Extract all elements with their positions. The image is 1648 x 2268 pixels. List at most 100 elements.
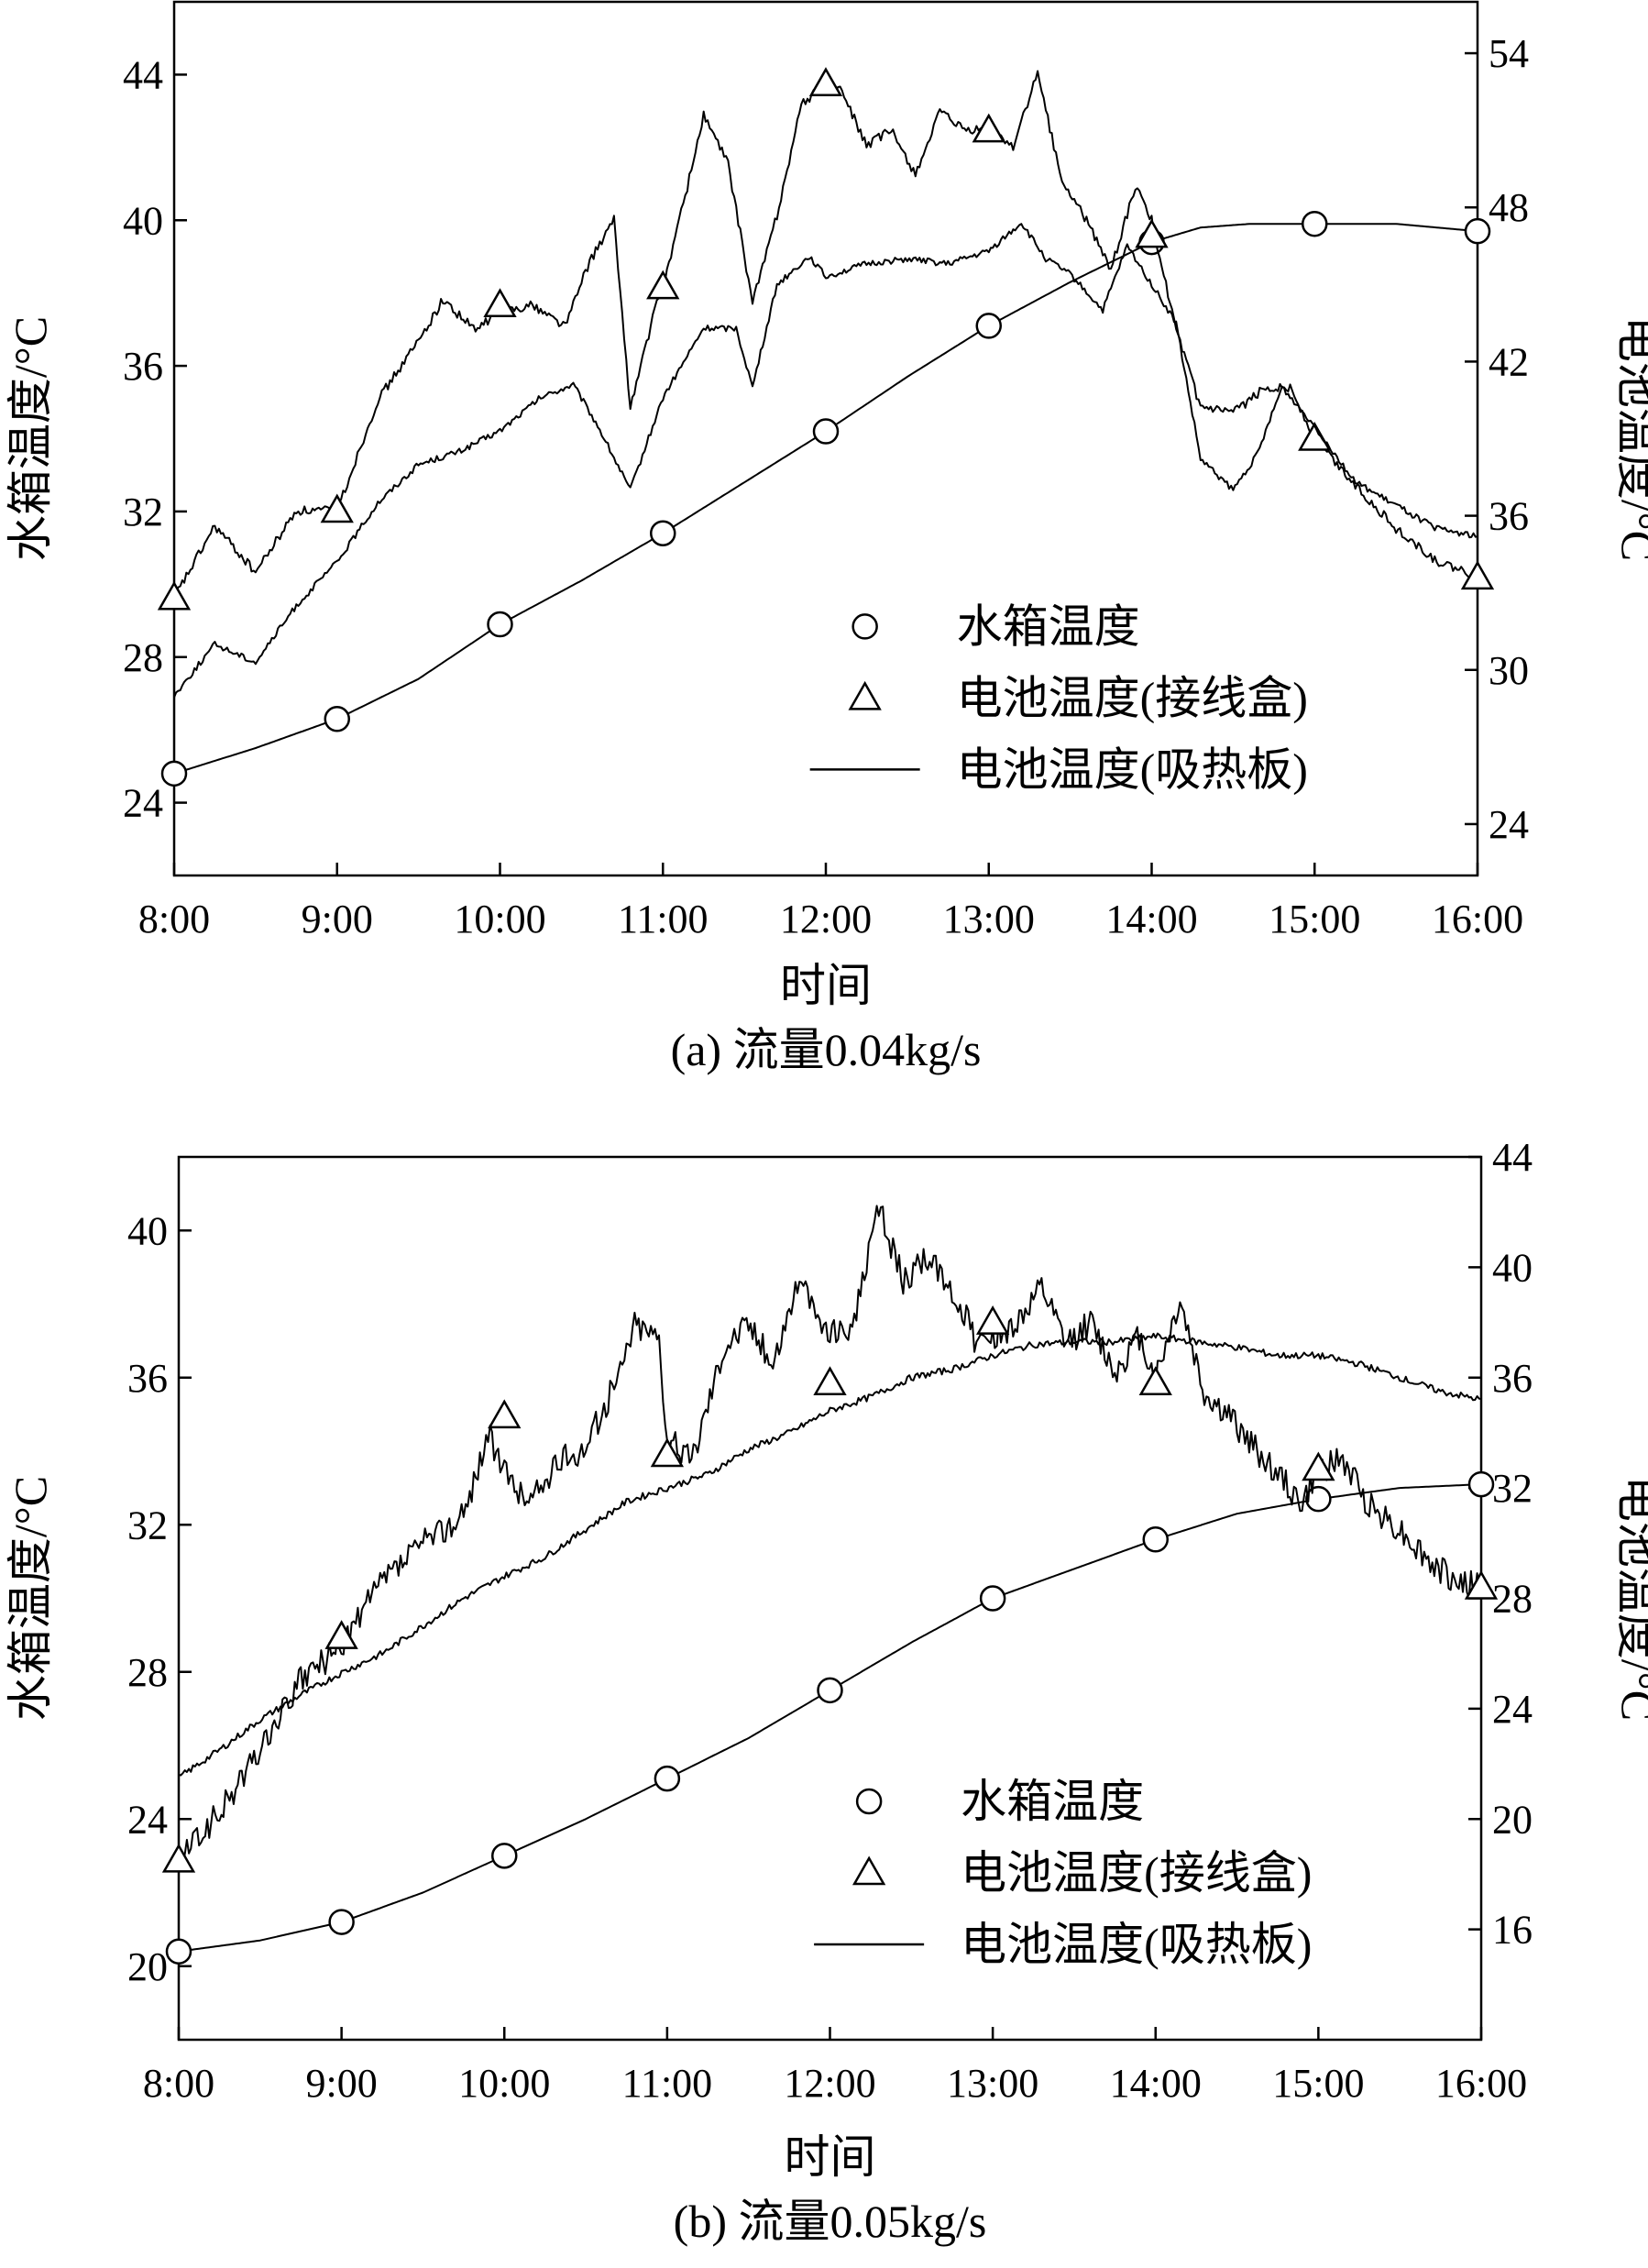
- y-right-axis-title: 电池温度/°C: [1612, 316, 1648, 561]
- y-right-tick-label: 30: [1489, 648, 1529, 693]
- x-tick-label: 15:00: [1269, 897, 1360, 941]
- y-right-tick-label: 42: [1489, 339, 1529, 384]
- y-right-tick-label: 24: [1492, 1687, 1533, 1732]
- legend-label-tank: 水箱温度: [961, 1776, 1144, 1827]
- plot-frame: [177, 1155, 1483, 2042]
- junction-temp-marker: [483, 288, 517, 317]
- tank-temp-marker: [975, 313, 1002, 339]
- tank-temp-marker: [1142, 1526, 1169, 1553]
- legend-triangle-symbol: [848, 680, 882, 710]
- tank-temp-marker: [817, 1677, 843, 1704]
- tank-temp-marker: [491, 1843, 518, 1869]
- tank-temp-marker: [328, 1909, 355, 1935]
- y-right-tick-label: 40: [1492, 1245, 1533, 1290]
- y-right-tick-label: 20: [1492, 1797, 1533, 1842]
- figure-caption: (b) 流量0.05kg/s: [674, 2196, 987, 2247]
- legend-label-absorber: 电池温度(吸热板): [957, 743, 1308, 795]
- y-left-tick-label: 28: [123, 635, 163, 680]
- legend-circle-symbol: [855, 1788, 883, 1815]
- x-tick-label: 13:00: [947, 2061, 1038, 2106]
- y-left-tick-label: 24: [123, 781, 163, 826]
- y-left-tick-label: 24: [127, 1797, 168, 1842]
- tank-temp-marker: [1464, 217, 1491, 245]
- chart-panel-b: 8:00 9:00 10:00 11:00 12:00 13:00 14:00 15:00 16…: [5, 1135, 1648, 2247]
- junction-temp-marker: [324, 1620, 358, 1649]
- junction-temp-marker: [813, 1366, 847, 1396]
- x-tick-label: 8:00: [143, 2061, 214, 2106]
- legend-label-junction: 电池温度(接线盒): [961, 1847, 1312, 1899]
- y-left-tick-label: 40: [127, 1208, 168, 1253]
- junction-temp-marker: [975, 1305, 1010, 1335]
- legend-label-tank: 水箱温度: [957, 600, 1140, 652]
- y-left-tick-label: 32: [123, 490, 163, 534]
- y-left-tick-label: 36: [123, 344, 163, 389]
- series-line-absorber: [173, 223, 1478, 699]
- x-tick-label: 12:00: [780, 897, 872, 941]
- y-right-tick-label: 54: [1489, 31, 1529, 76]
- x-tick-label: 11:00: [622, 2061, 713, 2106]
- y-left-tick-label: 32: [127, 1503, 168, 1547]
- y-right-tick-label: 36: [1492, 1356, 1533, 1401]
- y-left-tick-label: 20: [127, 1944, 168, 1989]
- junction-temp-marker: [972, 113, 1005, 143]
- y-left-axis-title: 水箱温度/°C: [5, 316, 56, 561]
- junction-temp-marker: [1302, 1451, 1335, 1481]
- tank-temp-marker: [812, 418, 840, 445]
- y-right-tick-label: 36: [1489, 494, 1529, 539]
- x-tick-label: 8:00: [138, 897, 210, 941]
- tank-temp-marker: [654, 1765, 681, 1792]
- legend-triangle-symbol: [851, 1855, 886, 1886]
- junction-temp-marker: [1460, 560, 1495, 590]
- y-right-tick-label: 44: [1492, 1135, 1533, 1180]
- junction-temp-marker: [650, 1437, 685, 1468]
- y-right-tick-label: 48: [1489, 185, 1529, 230]
- series-line-junction: [178, 1205, 1482, 1866]
- y-left-axis-title: 水箱温度/°C: [5, 1476, 56, 1721]
- y-right-tick-label: 16: [1492, 1908, 1533, 1953]
- x-tick-label: 14:00: [1105, 897, 1197, 941]
- x-tick-label: 16:00: [1432, 897, 1523, 941]
- y-left-tick-label: 36: [127, 1356, 168, 1401]
- x-axis-title: 时间: [780, 960, 872, 1011]
- figure-caption: (a) 流量0.04kg/s: [671, 1024, 982, 1075]
- junction-temp-marker: [488, 1399, 522, 1429]
- tank-temp-marker: [1467, 1470, 1495, 1498]
- tank-temp-marker: [979, 1585, 1006, 1612]
- junction-temp-marker: [808, 67, 843, 96]
- tank-temp-marker: [324, 706, 350, 732]
- junction-temp-marker: [1464, 1569, 1499, 1600]
- junction-temp-marker: [320, 493, 354, 523]
- y-left-tick-label: 28: [127, 1650, 168, 1695]
- tank-temp-marker: [487, 611, 513, 638]
- y-right-tick-label: 24: [1489, 802, 1529, 847]
- series-line-absorber: [178, 1332, 1482, 1777]
- legend-label-junction: 电池温度(接线盒): [957, 672, 1308, 723]
- chart-panel-a: 8:00 9:00 10:00 11:00 12:00 13:00 14:00 15:00 16…: [5, 0, 1648, 1075]
- y-left-tick-label: 40: [123, 198, 163, 243]
- x-tick-label: 9:00: [302, 897, 373, 941]
- junction-temp-marker: [646, 270, 680, 300]
- legend-label-absorber: 电池温度(吸热板): [961, 1919, 1312, 1970]
- tank-temp-marker: [165, 1938, 192, 1965]
- x-tick-label: 10:00: [458, 2061, 550, 2106]
- junction-temp-marker: [1135, 218, 1169, 248]
- y-right-tick-label: 28: [1492, 1577, 1533, 1622]
- y-left-tick-label: 44: [123, 52, 163, 97]
- tank-temp-marker: [1302, 210, 1328, 237]
- y-right-tick-label: 32: [1492, 1466, 1533, 1511]
- tank-temp-marker: [160, 760, 188, 787]
- x-tick-label: 13:00: [943, 897, 1035, 941]
- junction-temp-marker: [157, 580, 192, 611]
- x-tick-label: 12:00: [784, 2061, 875, 2106]
- y-right-axis-title: 电池温度/°C: [1612, 1476, 1648, 1721]
- tank-temp-marker: [650, 520, 676, 546]
- x-tick-label: 9:00: [306, 2061, 378, 2106]
- tank-temp-marker: [1305, 1485, 1332, 1513]
- junction-temp-marker: [161, 1843, 196, 1873]
- x-axis-title: 时间: [785, 2131, 876, 2183]
- x-tick-label: 14:00: [1110, 2061, 1202, 2106]
- x-tick-label: 10:00: [454, 897, 545, 941]
